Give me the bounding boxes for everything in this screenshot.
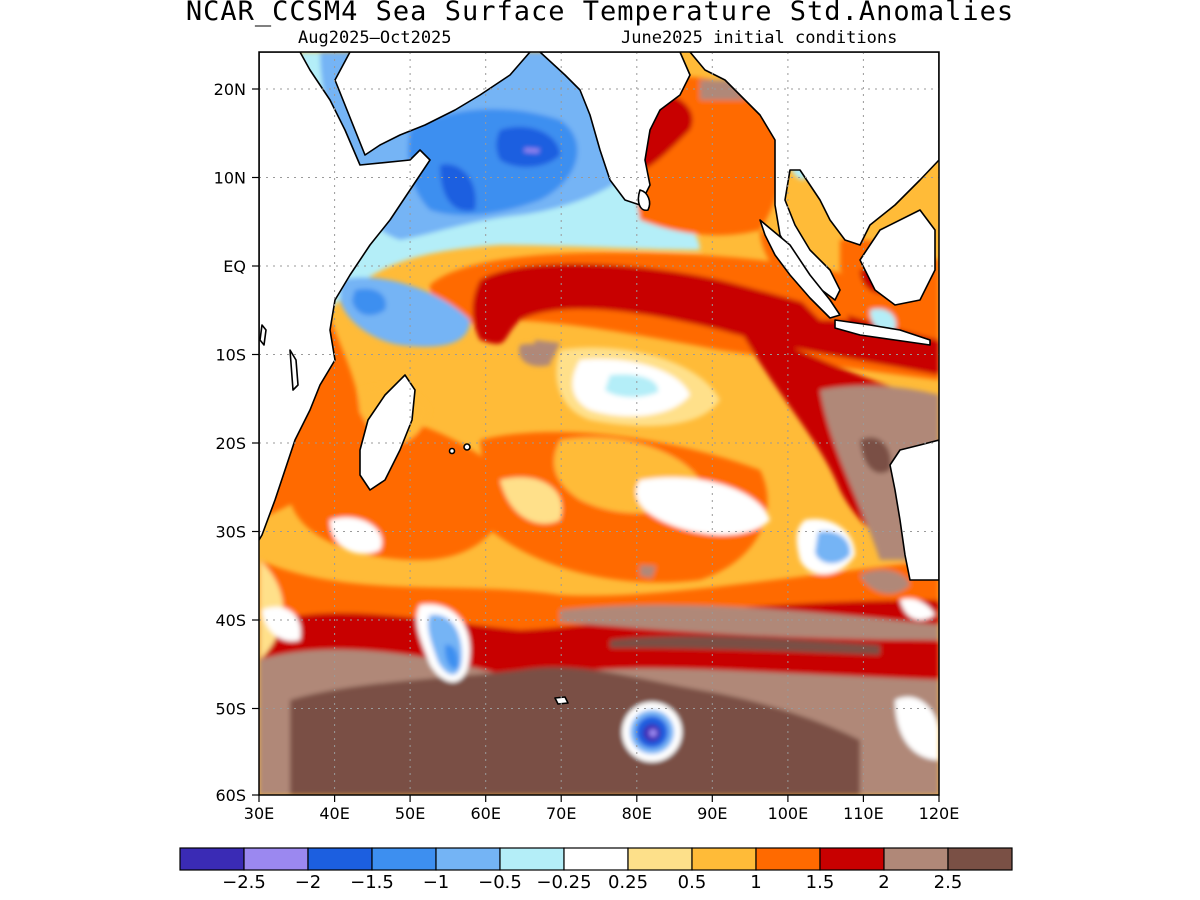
colorbar-swatch bbox=[627, 847, 693, 871]
lon-tick-label: 30E bbox=[244, 804, 274, 823]
lat-tick-label: 50S bbox=[215, 700, 246, 719]
colorbar-label: 2.5 bbox=[933, 872, 963, 893]
colorbar-swatch bbox=[179, 847, 245, 871]
land-sumatra bbox=[759, 219, 841, 319]
land-sri-lanka bbox=[637, 189, 651, 212]
colorbar-label: −1 bbox=[422, 872, 450, 893]
colorbar-label: −0.5 bbox=[478, 872, 522, 893]
land-reunion bbox=[448, 447, 456, 455]
lat-tick-label: 20N bbox=[214, 80, 246, 99]
lon-tick-label: 70E bbox=[546, 804, 576, 823]
colorbar-swatch bbox=[563, 847, 629, 871]
colorbar-label: −2 bbox=[294, 872, 322, 893]
colorbar-swatch bbox=[883, 847, 949, 871]
lat-tick-label: 20S bbox=[215, 434, 246, 453]
land-indochina bbox=[689, 52, 939, 301]
colorbar-label: 0.5 bbox=[677, 872, 707, 893]
colorbar-swatch bbox=[243, 847, 309, 871]
lon-tick-label: 90E bbox=[697, 804, 727, 823]
map-frame bbox=[258, 51, 940, 796]
colorbar-swatch bbox=[307, 847, 373, 871]
colorbar bbox=[179, 847, 1013, 871]
land-comoros bbox=[289, 349, 299, 391]
forecast-period: Aug2025–Oct2025 bbox=[298, 28, 452, 48]
lon-tick-label: 50E bbox=[395, 804, 425, 823]
colorbar-swatch bbox=[947, 847, 1013, 871]
colorbar-label: −1.5 bbox=[350, 872, 394, 893]
lon-tick-label: 120E bbox=[919, 804, 960, 823]
land-madagascar bbox=[359, 374, 416, 491]
anomaly-field bbox=[259, 52, 939, 795]
initial-conditions: June2025 initial conditions bbox=[621, 28, 898, 48]
field-band-gt2p5 bbox=[290, 667, 860, 795]
colorbar-label: 1.5 bbox=[805, 872, 835, 893]
gridlines bbox=[259, 52, 939, 795]
chart-title: NCAR_CCSM4 Sea Surface Temperature Std.A… bbox=[185, 0, 1015, 27]
lat-tick-label: 10N bbox=[214, 169, 246, 188]
lon-tick-label: 110E bbox=[843, 804, 884, 823]
axis-ticks bbox=[252, 88, 940, 802]
colorbar-swatch bbox=[819, 847, 885, 871]
land-borneo bbox=[859, 209, 936, 306]
lat-labels: 20N 10N EQ 10S 20S 30S 40S 50S 60S bbox=[214, 80, 246, 805]
colorbar-swatch bbox=[499, 847, 565, 871]
lat-tick-label: EQ bbox=[223, 257, 246, 276]
lon-labels: 30E 40E 50E 60E 70E 80E 90E 100E 110E 12… bbox=[244, 804, 960, 823]
land-africa bbox=[259, 52, 431, 541]
colorbar-label: 2 bbox=[878, 872, 890, 893]
land bbox=[259, 52, 939, 705]
colorbar-label: −0.25 bbox=[536, 872, 592, 893]
lon-tick-label: 100E bbox=[768, 804, 809, 823]
lon-tick-label: 80E bbox=[622, 804, 652, 823]
colorbar-swatch bbox=[371, 847, 437, 871]
colorbar-label: 1 bbox=[750, 872, 762, 893]
colorbar-label: 0.25 bbox=[607, 872, 649, 893]
lon-tick-label: 60E bbox=[470, 804, 500, 823]
land-kerguelen bbox=[554, 696, 569, 705]
colorbar-swatch bbox=[691, 847, 757, 871]
colorbar-swatch bbox=[755, 847, 821, 871]
lon-tick-label: 40E bbox=[319, 804, 349, 823]
lat-tick-label: 30S bbox=[215, 523, 246, 542]
land-zanzibar bbox=[259, 324, 267, 346]
land-australia bbox=[889, 439, 939, 581]
lat-tick-label: 10S bbox=[215, 346, 246, 365]
lat-tick-label: 60S bbox=[215, 786, 246, 805]
land-java bbox=[834, 319, 931, 346]
land-mauritius bbox=[463, 443, 471, 451]
lat-tick-label: 40S bbox=[215, 611, 246, 630]
land-arabia bbox=[334, 52, 531, 156]
colorbar-label: −2.5 bbox=[222, 872, 266, 893]
colorbar-swatch bbox=[435, 847, 501, 871]
